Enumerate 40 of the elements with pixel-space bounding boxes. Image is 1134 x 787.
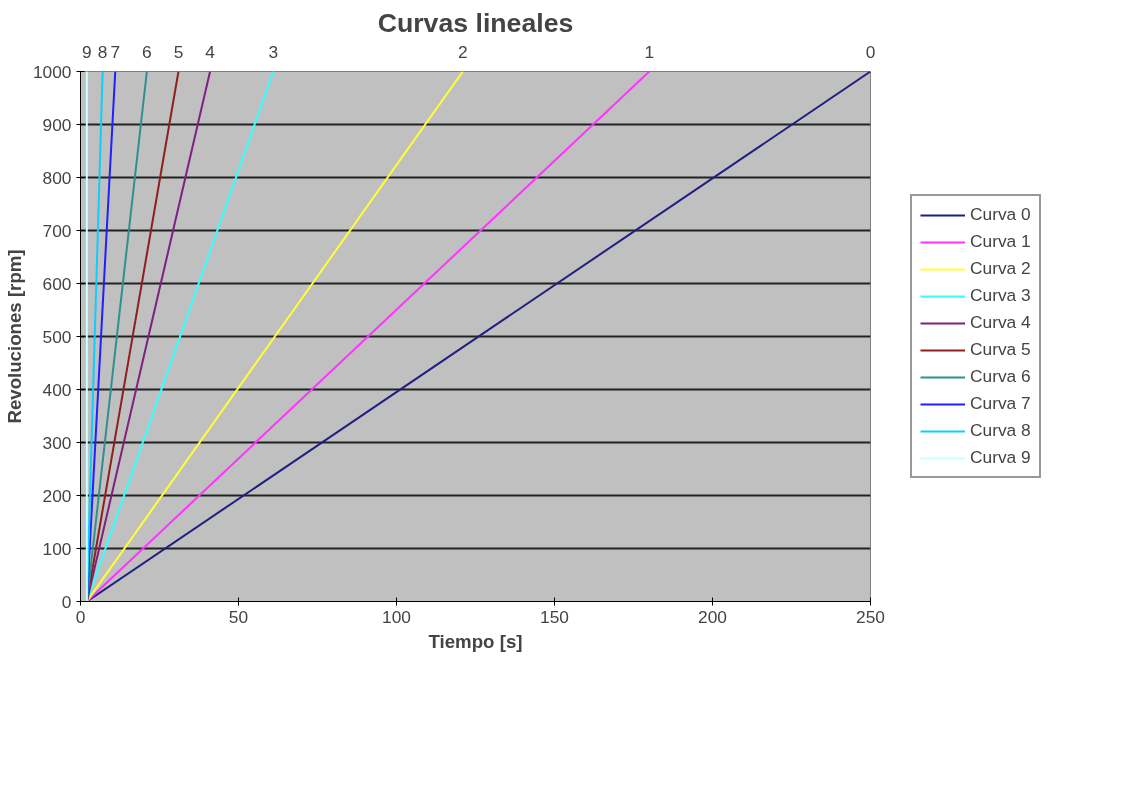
legend-label: Curva 6: [970, 366, 1031, 387]
y-tick-label: 800: [42, 167, 72, 188]
legend-label: Curva 1: [970, 231, 1031, 252]
text: 5: [173, 41, 184, 62]
y-tick-label: 1000: [32, 61, 72, 82]
legend-label: Curva 5: [970, 339, 1031, 360]
x-tick-label: 200: [698, 606, 727, 627]
x-tick-label: 50: [228, 606, 249, 627]
text: 3: [268, 41, 279, 62]
y-tick-label: 300: [42, 432, 72, 453]
y-axis-title: Revoluciones [rpm]: [3, 249, 25, 424]
x-tick-label: 250: [856, 606, 885, 627]
legend-label: Curva 7: [970, 393, 1031, 414]
x-axis-title: Tiempo [s]: [428, 630, 523, 652]
text: 0: [865, 41, 876, 62]
y-tick-label: 400: [42, 379, 72, 400]
text: 2: [458, 41, 468, 62]
y-tick-label: 900: [42, 114, 72, 135]
y-tick-label: 500: [42, 326, 72, 347]
y-tick-label: 100: [42, 538, 72, 559]
text: 1: [644, 41, 655, 62]
text: 4: [205, 41, 216, 62]
x-tick-label: 150: [540, 606, 569, 627]
x-tick-label: 0: [75, 606, 86, 627]
text: 9: [82, 41, 92, 62]
y-tick-label: 600: [42, 273, 72, 294]
legend-label: Curva 2: [970, 258, 1031, 279]
x-tick-label: 100: [382, 606, 411, 627]
chart-title: Curvas lineales: [377, 7, 574, 38]
text: 7: [110, 41, 121, 62]
legend-label: Curva 8: [970, 420, 1031, 441]
text: 8: [97, 41, 108, 62]
legend-label: Curva 4: [970, 312, 1031, 333]
legend-label: Curva 0: [970, 204, 1031, 225]
y-tick-label: 700: [42, 220, 72, 241]
y-tick-label: 0: [61, 591, 72, 612]
legend-label: Curva 3: [970, 285, 1031, 306]
text: 6: [142, 41, 152, 62]
y-tick-label: 200: [42, 485, 72, 506]
legend-label: Curva 9: [970, 447, 1031, 468]
